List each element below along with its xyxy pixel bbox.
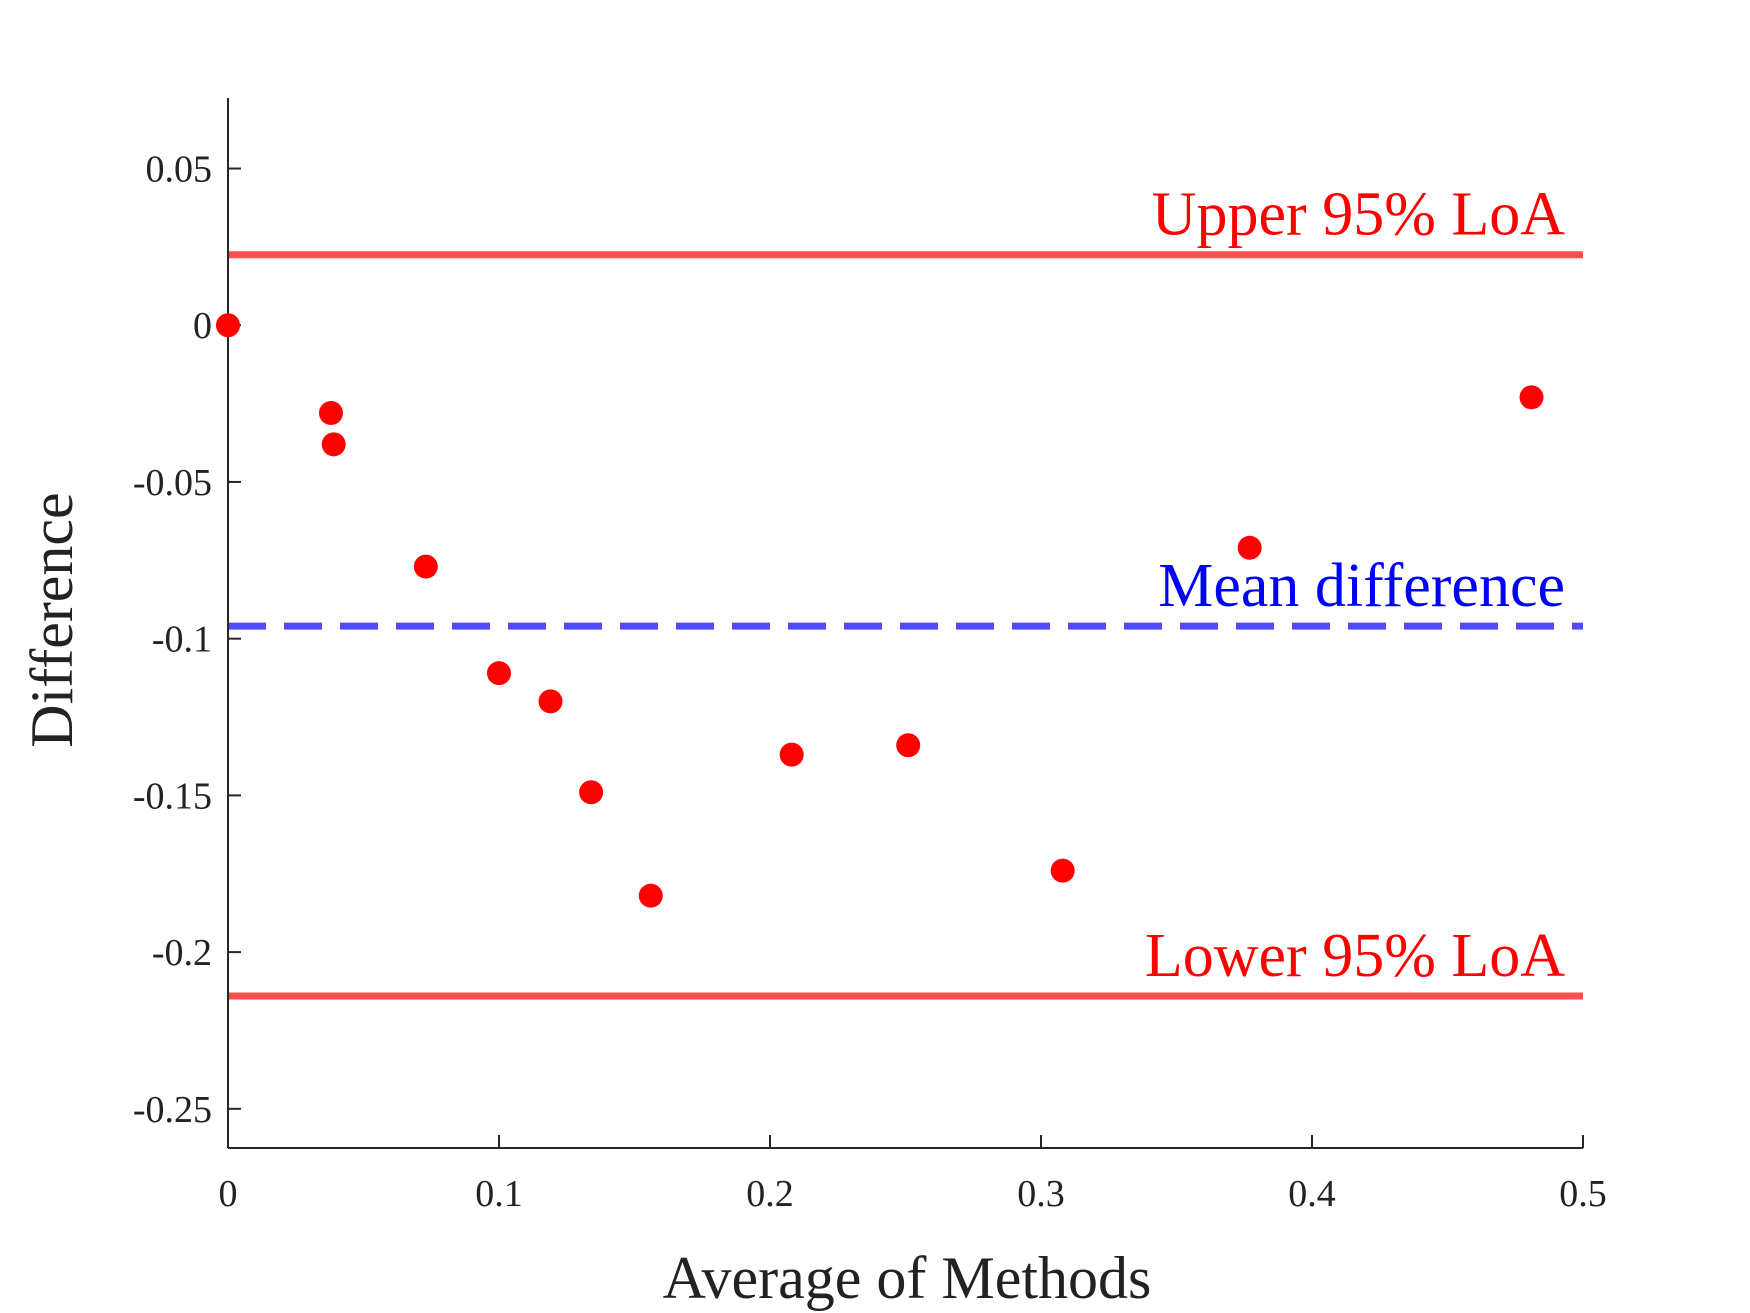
x-tick-label: 0: [219, 1173, 238, 1215]
x-tick-label: 0.1: [475, 1173, 523, 1215]
data-point-11: [1050, 858, 1075, 883]
y-tick-label: -0.1: [152, 619, 212, 661]
data-point-4: [413, 554, 438, 579]
reference-label-2: Mean difference: [1158, 552, 1565, 620]
data-point-2: [318, 401, 343, 425]
y-tick-label: 0.05: [146, 149, 213, 191]
x-tick-label: 0.5: [1559, 1173, 1607, 1215]
data-points: [216, 313, 1544, 908]
y-tick-label: -0.15: [133, 775, 212, 817]
y-axis-title: Difference: [19, 492, 85, 747]
reference-lines: Upper 95% LoA Mean difference Lower 95% Lo…: [228, 181, 1583, 1000]
data-point-6: [538, 689, 563, 714]
x-tick-label: 0.2: [746, 1173, 794, 1215]
reference-label-3: Lower 95% LoA: [1145, 922, 1565, 990]
reference-label-1: Upper 95% LoA: [1152, 181, 1565, 249]
x-tick-label: 0.4: [1288, 1173, 1336, 1215]
y-tick-label: -0.25: [133, 1089, 212, 1131]
y-tick-label: -0.2: [152, 932, 212, 974]
data-point-8: [638, 883, 663, 908]
y-tick-label: 0: [193, 305, 212, 347]
x-axis-title: Average of Methods: [663, 1245, 1152, 1311]
x-tick-label: 0.3: [1017, 1173, 1065, 1215]
data-point-5: [487, 661, 511, 686]
axes: 0.050-0.05-0.1-0.15-0.2-0.250 0.1 0.2 0.3 0.…: [133, 98, 1607, 1215]
data-point-3: [321, 432, 346, 457]
data-point-12: [1237, 535, 1262, 560]
y-tick-label: -0.05: [133, 462, 212, 504]
data-point-9: [779, 742, 804, 767]
data-point-10: [896, 733, 921, 758]
data-point-13: [1519, 385, 1544, 410]
data-point-1: [216, 313, 240, 338]
data-point-7: [579, 780, 604, 805]
